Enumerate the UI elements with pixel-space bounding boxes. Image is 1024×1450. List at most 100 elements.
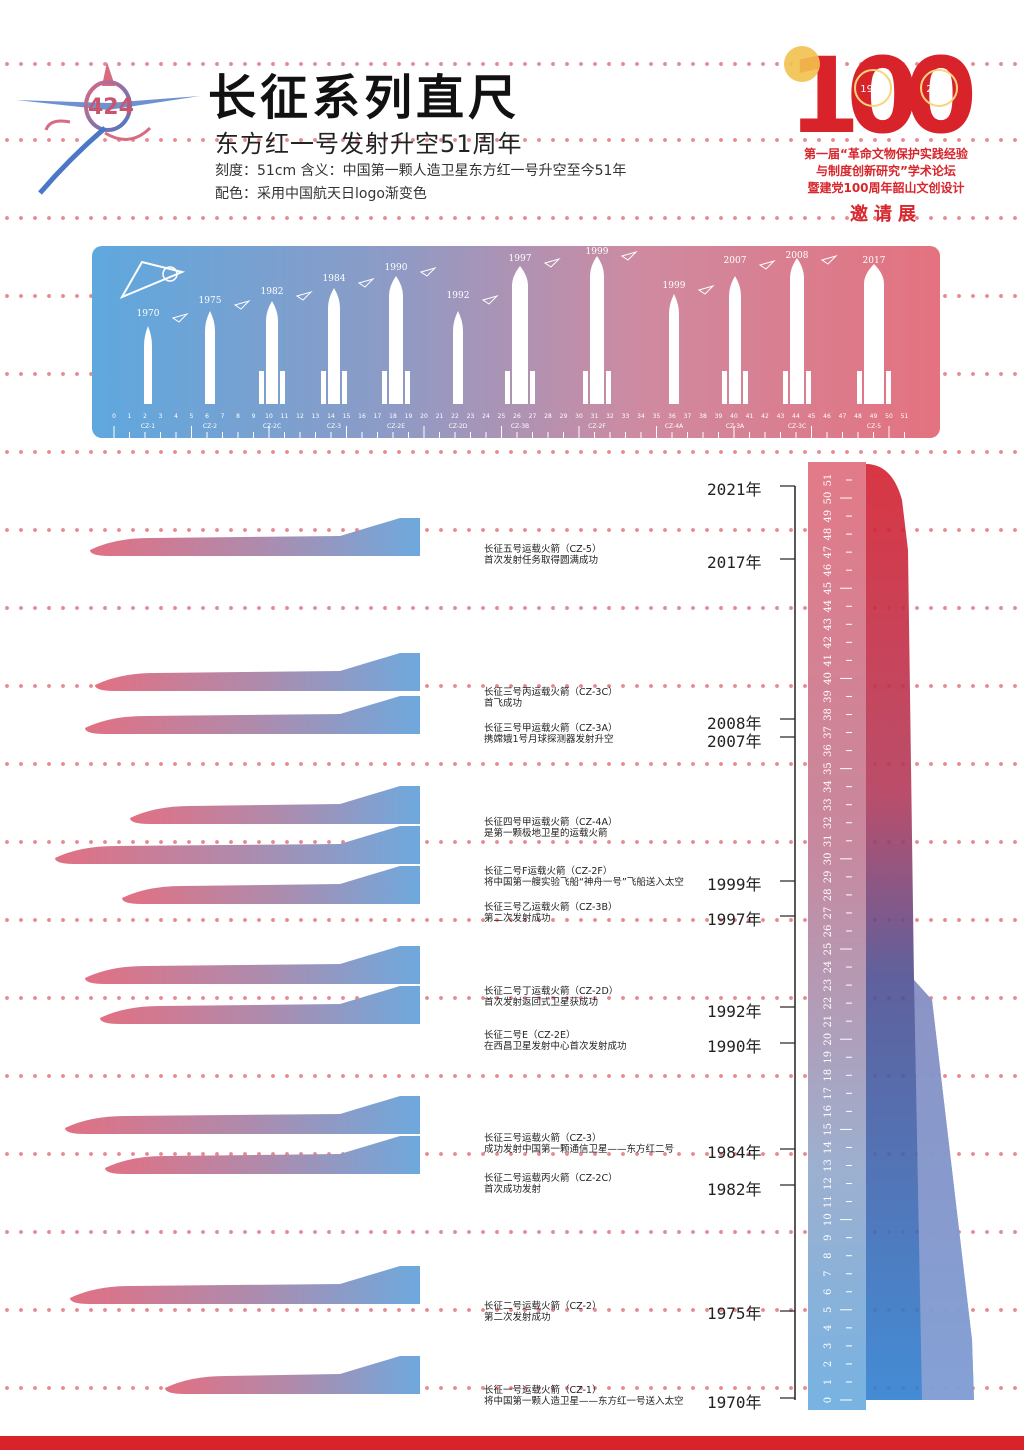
ruler-tick-label: 32 — [606, 413, 614, 420]
big-ruler-label: 4 — [823, 1325, 834, 1331]
ruler-code-label: CZ-2C — [263, 423, 281, 430]
badge-year-right: 2021 — [926, 84, 951, 95]
event-text: 长征三号丙运载火箭（CZ-3C） 首飞成功 — [484, 687, 618, 709]
dot-line — [0, 138, 1024, 142]
big-ruler-label: 32 — [823, 816, 834, 829]
ruler-tick-label: 46 — [823, 413, 831, 420]
ruler-tick-label: 41 — [746, 413, 754, 420]
big-ruler-label: 28 — [823, 889, 834, 902]
event-title: 长征二号F运载火箭（CZ-2F） — [484, 866, 613, 877]
bottom-bar — [0, 1436, 1024, 1450]
ruler-rocket — [669, 294, 679, 404]
ruler-rocket — [722, 276, 748, 404]
ruler-tick-label: 27 — [529, 413, 537, 420]
dot-line — [0, 528, 1024, 532]
event-desc: 第二次发射成功 — [484, 1312, 551, 1323]
ruler-tick-label: 6 — [205, 413, 209, 420]
ruler-rocket — [453, 311, 463, 404]
dot-line — [0, 762, 1024, 766]
event-year: 1984年 — [707, 1143, 762, 1162]
big-ruler-label: 42 — [823, 636, 834, 649]
side-rocket — [70, 1266, 420, 1304]
ruler-tick-label: 23 — [467, 413, 475, 420]
side-rocket — [100, 986, 420, 1024]
big-ruler-label: 44 — [823, 600, 834, 613]
ruler-tick-label: 13 — [312, 413, 320, 420]
dot-line — [0, 216, 1024, 220]
ruler-code-label: CZ-1 — [141, 423, 155, 430]
ruler-tick-label: 31 — [591, 413, 599, 420]
plane-icon — [543, 257, 561, 268]
event-year: 2007年 — [707, 732, 762, 751]
side-rocket — [165, 1356, 420, 1394]
event-desc: 成功发射中国第一颗通信卫星——东方红二号 — [484, 1144, 675, 1155]
ruler-year-label: 1999 — [663, 281, 686, 291]
side-rocket — [90, 518, 420, 556]
side-rocket — [130, 786, 420, 824]
big-ruler-label: 2 — [823, 1361, 834, 1367]
event-title: 长征三号丙运载火箭（CZ-3C） — [484, 687, 618, 698]
plane-icon — [295, 290, 313, 301]
page-subtitle: 东方红一号发射升空51周年 — [215, 130, 523, 158]
event-year: 1999年 — [707, 875, 762, 894]
big-ruler-label: 12 — [823, 1177, 834, 1190]
ruler-code-label: CZ-3A — [726, 423, 745, 430]
ruler-tick-label: 43 — [777, 413, 785, 420]
ruler-code-label: CZ-5 — [867, 423, 881, 430]
ruler-tick-label: 39 — [715, 413, 723, 420]
ruler-tick-label: 22 — [451, 413, 459, 420]
big-ruler-label: 8 — [823, 1252, 834, 1258]
dot-line — [0, 996, 1024, 1000]
ruler-year-label: 1999 — [586, 247, 609, 257]
event-desc: 将中国第一颗人造卫星——东方红一号送入太空 — [484, 1396, 684, 1407]
dot-line — [0, 1152, 1024, 1156]
big-ruler-label: 1 — [823, 1379, 834, 1385]
ruler-rocket — [321, 288, 347, 404]
big-ruler-label: 10 — [823, 1213, 834, 1226]
ruler-tick-label: 38 — [699, 413, 707, 420]
big-ruler-label: 45 — [823, 582, 834, 595]
ruler-logo-icon — [119, 260, 186, 300]
ruler-code-label: CZ-3B — [511, 423, 529, 430]
ruler-tick-label: 10 — [265, 413, 273, 420]
badge-line-2: 与制度创新研究”学术论坛 — [816, 164, 956, 178]
ruler-tick-label: 21 — [436, 413, 444, 420]
big-ruler-label: 47 — [823, 546, 834, 559]
event-title: 长征二号丁运载火箭（CZ-2D） — [484, 986, 619, 997]
ruler-code-label: CZ-3C — [788, 423, 806, 430]
big-ruler-label: 21 — [823, 1015, 834, 1028]
ruler-tick-label: 24 — [482, 413, 490, 420]
big-ruler-label: 25 — [823, 943, 834, 956]
big-ruler-label: 11 — [823, 1195, 834, 1208]
event-text: 长征二号运载丙火箭（CZ-2C） 首次成功发射 — [484, 1173, 618, 1195]
ruler-year-label: 2008 — [786, 251, 809, 261]
big-ruler-label: 9 — [823, 1234, 834, 1240]
hammer-sickle-icon — [784, 46, 820, 82]
big-ruler-label: 49 — [823, 510, 834, 523]
event-title: 长征三号运载火箭（CZ-3） — [484, 1133, 602, 1144]
event-text: 长征五号运载火箭（CZ-5） 首次发射任务取得圆满成功 — [484, 544, 601, 566]
ruler-tick-label: 47 — [839, 413, 847, 420]
ruler-tick-label: 34 — [637, 413, 645, 420]
ruler-rocket — [259, 301, 285, 404]
event-desc: 携嫦娥1号月球探测器发射升空 — [484, 734, 614, 745]
top-ruler: 1970 CZ-1 1975 CZ-2 1982 CZ-2C 1984 CZ-3 1990 CZ-… — [92, 246, 940, 438]
ruler-tick-label: 25 — [498, 413, 506, 420]
event-desc: 首飞成功 — [484, 698, 523, 709]
ruler-tick-label: 1 — [128, 413, 132, 420]
ruler-tick-label: 37 — [684, 413, 692, 420]
big-ruler-label: 35 — [823, 762, 834, 775]
ruler-rockets: 1970CZ-11975CZ-21982CZ-2C1984CZ-31990CZ-… — [112, 247, 908, 438]
dot-line — [0, 684, 1024, 688]
color-info: 配色：采用中国航天日logo渐变色 — [215, 186, 427, 202]
ruler-tick-label: 45 — [808, 413, 816, 420]
event-title: 长征二号运载火箭（CZ-2） — [484, 1301, 602, 1312]
space-day-logo: 424 — [16, 62, 200, 195]
event-desc: 将中国第一艘实验飞船“神舟一号”飞船送入太空 — [484, 877, 684, 888]
plane-icon — [419, 266, 437, 277]
big-ruler-label: 0 — [823, 1397, 834, 1403]
ruler-tick-label: 36 — [668, 413, 676, 420]
ruler-tick-label: 3 — [159, 413, 163, 420]
ruler-code-label: CZ-2D — [449, 423, 468, 430]
event-year: 1970年 — [707, 1393, 762, 1412]
